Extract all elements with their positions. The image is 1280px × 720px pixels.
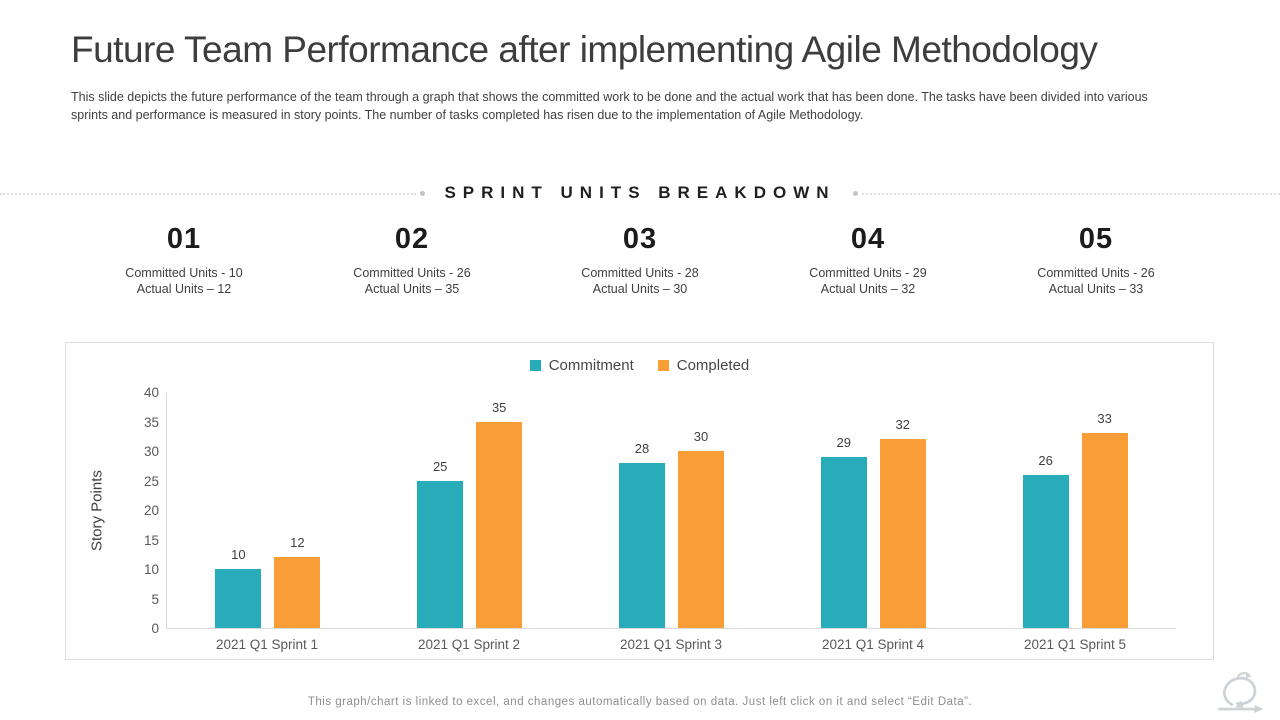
bar-commitment: 10 bbox=[215, 547, 262, 628]
section-divider-row: SPRINT UNITS BREAKDOWN bbox=[0, 183, 1280, 205]
y-tick-label: 5 bbox=[151, 591, 159, 607]
bar-value-label: 12 bbox=[290, 535, 305, 551]
y-tick-label: 35 bbox=[143, 414, 159, 430]
committed-units-text: Committed Units - 10 bbox=[125, 266, 243, 280]
committed-units-text: Committed Units - 26 bbox=[1037, 266, 1155, 280]
bar-value-label: 32 bbox=[895, 417, 911, 433]
y-tick-label: 20 bbox=[143, 503, 159, 518]
sprint-breakdown-row: 01 Committed Units - 10 Actual Units – 1… bbox=[70, 223, 1210, 297]
bar-commitment: 26 bbox=[1022, 453, 1069, 628]
divider-dot-right bbox=[853, 191, 858, 196]
x-axis-labels: 2021 Q1 Sprint 1 2021 Q1 Sprint 2 2021 Q1 … bbox=[166, 637, 1176, 652]
footer-note: This graph/chart is linked to excel, and… bbox=[307, 696, 973, 708]
x-category-label: 2021 Q1 Sprint 1 bbox=[215, 637, 319, 652]
legend-swatch-completed bbox=[657, 360, 669, 371]
divider-dot-left bbox=[420, 191, 425, 196]
x-category-label: 2021 Q1 Sprint 2 bbox=[417, 637, 521, 652]
y-tick-label: 40 bbox=[143, 385, 159, 400]
actual-units-text: Actual Units – 32 bbox=[820, 282, 916, 296]
y-axis-title: Story Points bbox=[88, 470, 106, 552]
x-category-label: 2021 Q1 Sprint 4 bbox=[821, 637, 925, 652]
y-tick-label: 15 bbox=[143, 532, 159, 548]
sprint-summary-1: 01 Committed Units - 10 Actual Units – 1… bbox=[70, 223, 298, 297]
committed-units-text: Committed Units - 29 bbox=[809, 266, 927, 280]
y-tick-label: 10 bbox=[143, 562, 159, 577]
sprint-summary-5: 05 Committed Units - 26 Actual Units – 3… bbox=[982, 223, 1210, 297]
actual-units-text: Actual Units – 35 bbox=[364, 282, 460, 296]
bar-group: 10 12 bbox=[167, 393, 369, 628]
bar-group: 26 33 bbox=[974, 393, 1176, 628]
bar-commitment: 29 bbox=[820, 435, 867, 628]
bar-group: 28 30 bbox=[571, 393, 773, 628]
y-tick-label: 0 bbox=[151, 621, 159, 636]
committed-units-text: Committed Units - 28 bbox=[581, 266, 699, 280]
bar-commitment: 28 bbox=[618, 441, 665, 628]
bar-value-label: 10 bbox=[231, 547, 246, 562]
bar-value-label: 29 bbox=[836, 434, 852, 450]
bar-commitment: 25 bbox=[417, 459, 464, 628]
sprint-summary-4: 04 Committed Units - 29 Actual Units – 3… bbox=[754, 223, 982, 297]
y-tick-label: 30 bbox=[143, 444, 159, 459]
actual-units-text: Actual Units – 33 bbox=[1048, 282, 1144, 296]
agile-sprint-arrow-logo bbox=[1218, 671, 1264, 714]
bar-completed: 30 bbox=[677, 429, 724, 628]
sprint-number: 02 bbox=[394, 223, 430, 255]
actual-units-text: Actual Units – 30 bbox=[592, 282, 688, 296]
page-title: Future Team Performance after implementi… bbox=[71, 29, 1098, 70]
bar-completed: 32 bbox=[879, 417, 926, 628]
bar-group: 25 35 bbox=[369, 393, 571, 628]
legend-label-commitment: Commitment bbox=[548, 357, 634, 374]
bar-completed: 35 bbox=[476, 400, 523, 628]
bar-group: 29 32 bbox=[772, 393, 974, 628]
divider-line-left bbox=[0, 193, 416, 195]
bar-value-label: 26 bbox=[1038, 452, 1053, 468]
plot-area: 10 12 25 35 28 30 29 32 26 33 bbox=[166, 393, 1176, 629]
chart-legend: Commitment Completed bbox=[66, 357, 1213, 374]
sprint-number: 01 bbox=[166, 223, 202, 255]
committed-units-text: Committed Units - 26 bbox=[353, 266, 471, 280]
sprint-number: 04 bbox=[850, 223, 886, 255]
sprint-number: 05 bbox=[1078, 223, 1114, 255]
legend-swatch-commitment bbox=[529, 360, 541, 371]
sprint-number: 03 bbox=[622, 223, 658, 255]
y-axis-ticks: 0 5 10 15 20 25 30 35 40 bbox=[111, 385, 159, 636]
bar-completed: 33 bbox=[1081, 411, 1128, 628]
bar-value-label: 28 bbox=[634, 440, 650, 456]
x-category-label: 2021 Q1 Sprint 3 bbox=[619, 637, 723, 652]
actual-units-text: Actual Units – 12 bbox=[136, 282, 232, 296]
bar-value-label: 35 bbox=[491, 399, 507, 415]
x-category-label: 2021 Q1 Sprint 5 bbox=[1023, 637, 1127, 652]
chart-panel[interactable]: Commitment Completed Story Points 0 5 10 15… bbox=[65, 342, 1214, 660]
sprint-summary-3: 03 Committed Units - 28 Actual Units – 3… bbox=[526, 223, 754, 297]
bar-completed: 12 bbox=[274, 535, 321, 628]
legend-label-completed: Completed bbox=[676, 357, 750, 374]
divider-line-right bbox=[862, 193, 1280, 195]
bar-value-label: 30 bbox=[693, 429, 709, 444]
legend-item-commitment: Commitment bbox=[529, 357, 634, 374]
section-header: SPRINT UNITS BREAKDOWN bbox=[444, 183, 836, 202]
sprint-summary-2: 02 Committed Units - 26 Actual Units – 3… bbox=[298, 223, 526, 297]
bar-value-label: 33 bbox=[1097, 411, 1112, 427]
bar-value-label: 25 bbox=[432, 458, 448, 474]
y-tick-label: 25 bbox=[143, 473, 159, 489]
legend-item-completed: Completed bbox=[657, 357, 750, 374]
slide-description: This slide depicts the future performanc… bbox=[71, 90, 1148, 122]
